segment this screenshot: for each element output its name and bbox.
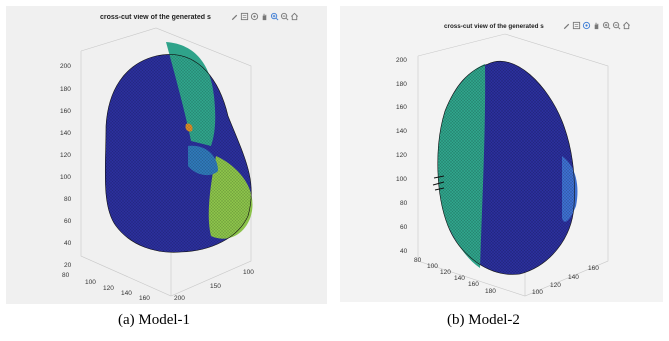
y-axis-ticks: 80 100 120 140 160 180 — [414, 257, 496, 295]
y-tick: 140 — [454, 275, 465, 282]
z-tick: 120 — [60, 152, 71, 159]
z-tick: 80 — [64, 196, 72, 203]
axes-toolbar — [230, 12, 299, 21]
y-tick: 140 — [121, 290, 132, 297]
x-tick: 140 — [568, 274, 579, 281]
z-tick: 200 — [396, 57, 407, 64]
pan-icon[interactable] — [260, 12, 269, 21]
z-tick: 180 — [396, 81, 407, 88]
z-tick: 40 — [400, 248, 408, 255]
caption-model-1: (a) Model-1 — [118, 312, 191, 328]
z-tick: 160 — [60, 108, 71, 115]
z-tick: 120 — [396, 152, 407, 159]
home-icon[interactable] — [622, 21, 631, 30]
y-tick: 80 — [414, 257, 422, 264]
x-tick: 100 — [243, 269, 254, 276]
brush-icon[interactable] — [562, 21, 571, 30]
z-tick: 60 — [400, 224, 408, 231]
axes-toolbar — [562, 21, 631, 30]
y-tick: 120 — [103, 285, 114, 292]
figure-panel-model-2: 200 180 160 140 120 100 80 60 40 80 100 … — [340, 6, 663, 302]
plot-area[interactable]: 200 180 160 140 120 100 80 60 40 80 100 … — [340, 6, 663, 302]
figure-title: cross-cut view of the generated s — [100, 14, 211, 21]
mesh-surface — [432, 61, 578, 275]
rotate-3d-icon[interactable] — [250, 12, 259, 21]
home-icon[interactable] — [290, 12, 299, 21]
mesh-surface — [104, 42, 253, 253]
z-tick: 160 — [396, 104, 407, 111]
data-tips-icon[interactable] — [572, 21, 581, 30]
x-axis-ticks: 100 150 200 — [174, 269, 254, 302]
y-axis-ticks: 80 100 120 140 160 — [62, 272, 150, 302]
y-tick: 160 — [468, 281, 479, 288]
zoom-in-icon[interactable] — [602, 21, 611, 30]
z-tick: 200 — [60, 63, 71, 70]
zoom-in-icon[interactable] — [270, 12, 279, 21]
y-tick: 100 — [85, 279, 96, 286]
y-tick: 100 — [427, 263, 438, 270]
z-tick: 80 — [400, 200, 408, 207]
figure-title: cross-cut view of the generated s — [444, 23, 544, 30]
x-tick: 100 — [532, 289, 543, 296]
z-tick: 20 — [64, 262, 72, 269]
brush-icon[interactable] — [230, 12, 239, 21]
z-tick: 180 — [60, 86, 71, 93]
data-tips-icon[interactable] — [240, 12, 249, 21]
z-tick: 140 — [60, 130, 71, 137]
caption-model-2: (b) Model-2 — [447, 312, 520, 328]
y-tick: 160 — [139, 295, 150, 302]
x-tick: 200 — [174, 295, 185, 302]
zoom-out-icon[interactable] — [612, 21, 621, 30]
z-tick: 100 — [60, 174, 71, 181]
pan-icon[interactable] — [592, 21, 601, 30]
z-tick: 40 — [64, 240, 72, 247]
rotate-3d-icon[interactable] — [582, 21, 591, 30]
x-tick: 120 — [550, 282, 561, 289]
z-tick: 140 — [396, 128, 407, 135]
y-tick: 180 — [485, 288, 496, 295]
plot-area[interactable]: 200 180 160 140 120 100 80 60 40 20 80 1… — [6, 6, 327, 304]
y-tick: 80 — [62, 272, 70, 279]
z-tick: 60 — [64, 218, 72, 225]
x-axis-ticks: 100 120 140 160 — [532, 265, 599, 296]
z-tick: 100 — [396, 176, 407, 183]
x-tick: 160 — [588, 265, 599, 272]
figure-panel-model-1: 200 180 160 140 120 100 80 60 40 20 80 1… — [6, 6, 327, 304]
y-tick: 120 — [440, 269, 451, 276]
zoom-out-icon[interactable] — [280, 12, 289, 21]
z-axis-ticks: 200 180 160 140 120 100 80 60 40 — [396, 57, 408, 255]
z-axis-ticks: 200 180 160 140 120 100 80 60 40 20 — [60, 63, 72, 269]
x-tick: 150 — [210, 283, 221, 290]
